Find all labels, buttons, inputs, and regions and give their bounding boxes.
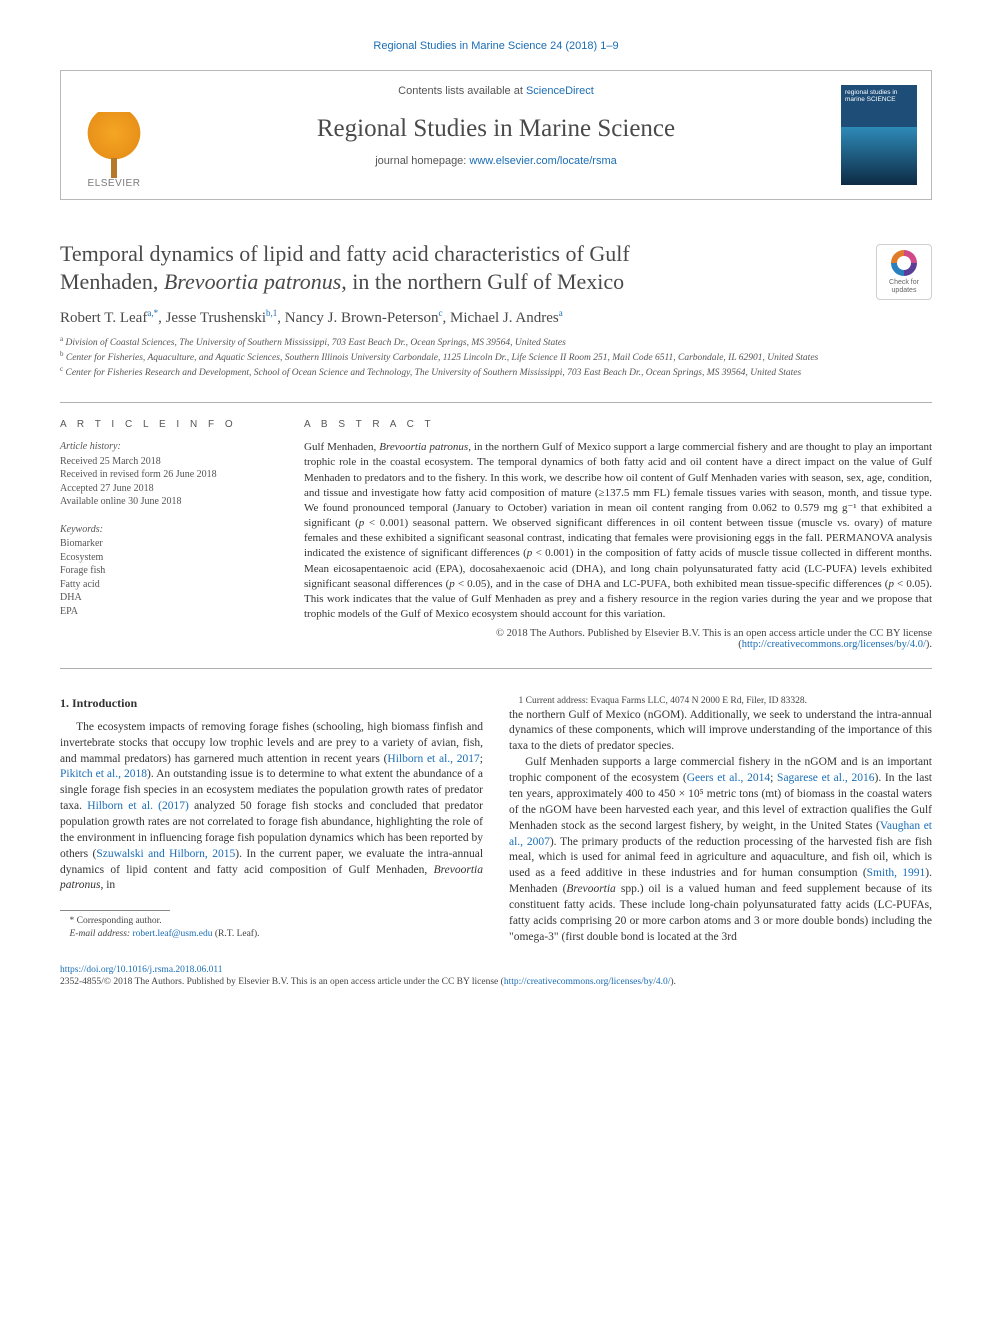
- journal-cover-thumbnail: regional studies in marine SCIENCE: [841, 85, 917, 185]
- article-info-column: A R T I C L E I N F O Article history: R…: [60, 419, 278, 650]
- sciencedirect-link[interactable]: ScienceDirect: [526, 85, 594, 97]
- history-heading: Article history:: [60, 440, 278, 454]
- tree-icon: [87, 112, 141, 172]
- page-footer: https://doi.org/10.1016/j.rsma.2018.06.0…: [60, 964, 932, 989]
- keyword: DHA: [60, 591, 278, 605]
- citation-link[interactable]: Hilborn et al., 2017: [387, 753, 479, 765]
- affiliation-a: Division of Coastal Sciences, The Univer…: [65, 338, 565, 348]
- citation-link[interactable]: Pikitch et al., 2018: [60, 768, 147, 780]
- history-line: Available online 30 June 2018: [60, 495, 278, 509]
- copyright-line: © 2018 The Authors. Published by Elsevie…: [304, 628, 932, 650]
- corresponding-author-note: Corresponding author.: [77, 916, 162, 926]
- footnote-rule: [60, 910, 170, 911]
- history-line: Received 25 March 2018: [60, 455, 278, 469]
- affiliation-b: Center for Fisheries, Aquaculture, and A…: [66, 353, 818, 363]
- doi-link[interactable]: https://doi.org/10.1016/j.rsma.2018.06.0…: [60, 965, 223, 975]
- license-link[interactable]: http://creativecommons.org/licenses/by/4…: [742, 639, 926, 650]
- citation-link[interactable]: Vaughan et al., 2007: [509, 820, 932, 848]
- title-species: Brevoortia patronus: [164, 269, 341, 294]
- keyword: Ecosystem: [60, 551, 278, 565]
- homepage-prefix: journal homepage:: [375, 155, 469, 167]
- history-line: Received in revised form 26 June 2018: [60, 468, 278, 482]
- journal-banner: ELSEVIER regional studies in marine SCIE…: [60, 70, 932, 200]
- history-lines: Received 25 March 2018Received in revise…: [60, 455, 278, 509]
- citation-link[interactable]: Sagarese et al., 2016: [777, 772, 874, 784]
- affiliation-c: Center for Fisheries Research and Develo…: [65, 368, 801, 378]
- keyword-lines: BiomarkerEcosystemForage fishFatty acidD…: [60, 537, 278, 618]
- copyright-text: © 2018 The Authors. Published by Elsevie…: [496, 628, 932, 639]
- footnote-1: Current address: Evaqua Farms LLC, 4074 …: [526, 696, 807, 706]
- footer-license-link[interactable]: http://creativecommons.org/licenses/by/4…: [504, 977, 671, 987]
- keyword: Fatty acid: [60, 578, 278, 592]
- abstract-text: Gulf Menhaden, Brevoortia patronus, in t…: [304, 440, 932, 622]
- contents-prefix: Contents lists available at: [398, 85, 526, 97]
- abstract-label: A B S T R A C T: [304, 419, 932, 430]
- crossmark-icon: [891, 250, 917, 276]
- article-info-label: A R T I C L E I N F O: [60, 419, 278, 430]
- email-label: E-mail address:: [70, 929, 133, 939]
- publisher-logo: ELSEVIER: [75, 101, 153, 189]
- abstract-column: A B S T R A C T Gulf Menhaden, Brevoorti…: [304, 419, 932, 650]
- citation-link[interactable]: Szuwalski and Hilborn, 2015: [96, 848, 235, 860]
- keyword: Forage fish: [60, 564, 278, 578]
- journal-name: Regional Studies in Marine Science: [79, 115, 913, 143]
- citation-link[interactable]: Hilborn et al. (2017): [87, 800, 189, 812]
- keyword: Biomarker: [60, 537, 278, 551]
- homepage-link[interactable]: www.elsevier.com/locate/rsma: [469, 155, 616, 167]
- intro-paragraph-2: the northern Gulf of Mexico (nGOM). Addi…: [509, 708, 932, 756]
- email-who: (R.T. Leaf).: [212, 929, 259, 939]
- intro-paragraph-3: Gulf Menhaden supports a large commercia…: [509, 755, 932, 945]
- author-list: Robert T. Leafa,*, Jesse Trushenskib,1, …: [60, 308, 932, 327]
- running-header: Regional Studies in Marine Science 24 (2…: [60, 40, 932, 52]
- issn-line: 2352-4855/© 2018 The Authors. Published …: [60, 977, 504, 987]
- article-title: Temporal dynamics of lipid and fatty aci…: [60, 240, 932, 296]
- check-updates-label: Check for updates: [877, 279, 931, 294]
- title-line1: Temporal dynamics of lipid and fatty aci…: [60, 241, 630, 266]
- footer-close: ).: [670, 977, 676, 987]
- title-line2-a: Menhaden,: [60, 269, 164, 294]
- publisher-name: ELSEVIER: [88, 178, 141, 189]
- citation-link[interactable]: Geers et al., 2014: [687, 772, 770, 784]
- intro-heading: 1. Introduction: [60, 695, 483, 712]
- divider: [60, 668, 932, 669]
- author-email-link[interactable]: robert.leaf@usm.edu: [132, 929, 212, 939]
- affiliations: a Division of Coastal Sciences, The Univ…: [60, 335, 932, 380]
- keyword: EPA: [60, 605, 278, 619]
- check-updates-badge[interactable]: Check for updates: [876, 244, 932, 300]
- contents-list-line: Contents lists available at ScienceDirec…: [79, 85, 913, 97]
- keywords-heading: Keywords:: [60, 523, 278, 537]
- citation-link[interactable]: Smith, 1991: [867, 867, 926, 879]
- title-line2-b: , in the northern Gulf of Mexico: [341, 269, 624, 294]
- homepage-line: journal homepage: www.elsevier.com/locat…: [79, 155, 913, 167]
- history-line: Accepted 27 June 2018: [60, 482, 278, 496]
- intro-paragraph-1: The ecosystem impacts of removing forage…: [60, 720, 483, 894]
- body-columns: 1. Introduction The ecosystem impacts of…: [60, 695, 932, 945]
